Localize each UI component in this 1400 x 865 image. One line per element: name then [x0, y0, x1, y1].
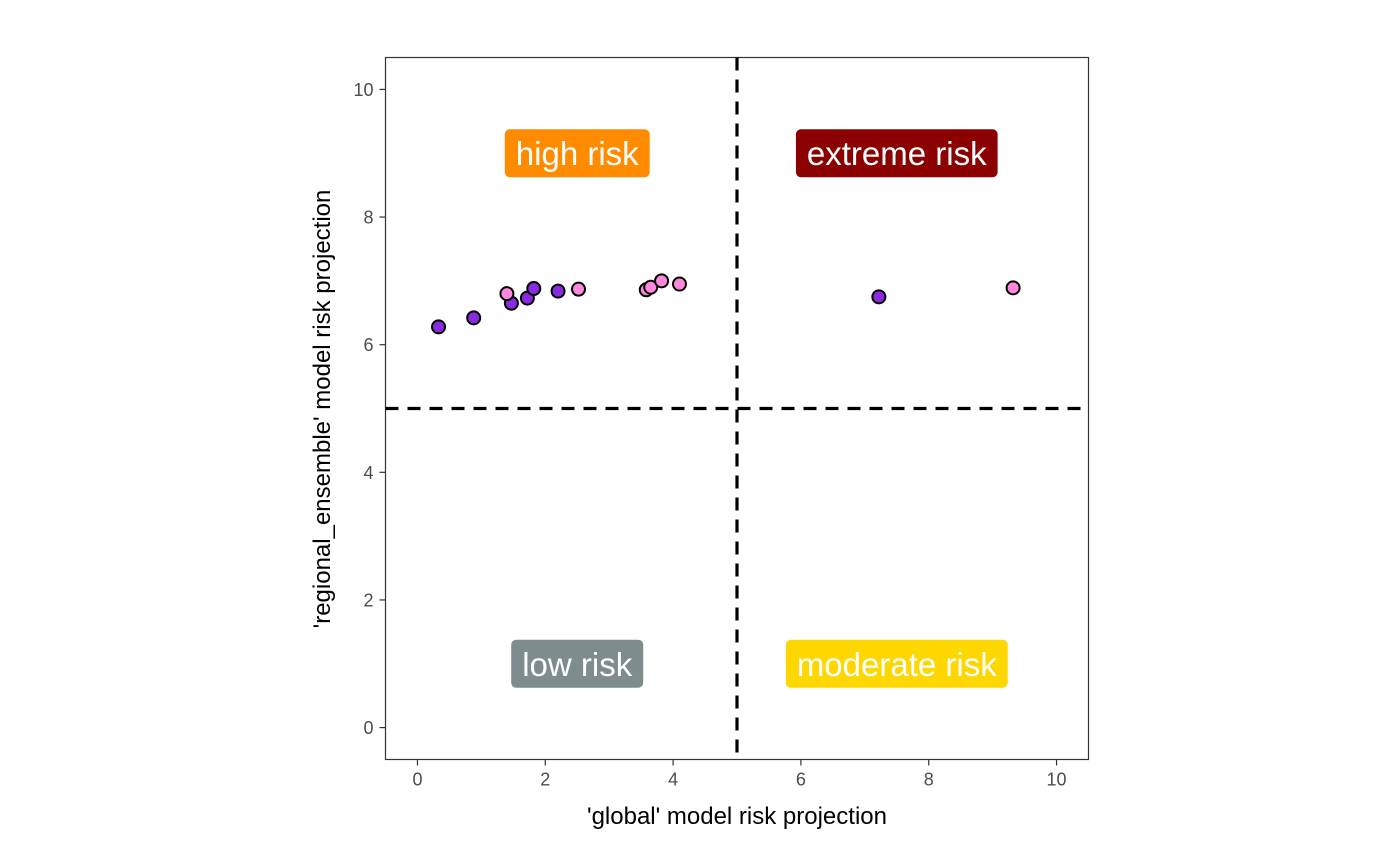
quadrant-label: high risk: [504, 129, 650, 178]
scatter-point: [431, 319, 447, 335]
scatter-point: [571, 281, 587, 297]
threshold-lines: [385, 57, 1089, 760]
quadrant-label-text: moderate risk: [797, 646, 997, 683]
scatter-point: [466, 310, 482, 326]
quadrant-label-text: high risk: [516, 135, 639, 172]
scatter-point: [654, 273, 670, 289]
y-tick-label: 8: [363, 208, 373, 228]
scatter-point: [671, 276, 687, 292]
quadrant-label-text: extreme risk: [807, 135, 987, 172]
x-tick-label: 0: [412, 770, 422, 790]
x-tick-label: 4: [668, 770, 678, 790]
y-tick-label: 2: [363, 590, 373, 610]
quadrant-labels: high risk extreme risk low risk moderate ri…: [504, 129, 1008, 688]
y-tick-label: 6: [363, 335, 373, 355]
quadrant-label-box: [795, 129, 998, 178]
x-axis: 0 2 4 6 8 10: [412, 759, 1067, 790]
quadrant-label: extreme risk: [795, 129, 998, 178]
x-tick-label: 10: [1047, 770, 1067, 790]
data-points: [431, 273, 1021, 335]
y-tick-label: 10: [353, 80, 373, 100]
quadrant-label: moderate risk: [785, 639, 1008, 688]
y-tick-label: 0: [363, 718, 373, 738]
quadrant-label-box: [511, 639, 644, 688]
x-axis-title: 'global' model risk projection: [587, 803, 887, 830]
quadrant-label: low risk: [511, 639, 644, 688]
quadrant-label-box: [785, 639, 1008, 688]
scatter-point: [643, 279, 659, 295]
y-tick-label: 4: [363, 463, 373, 483]
y-axis-title: 'regional_ensemble' model risk projectio…: [309, 190, 336, 629]
x-tick-label: 6: [796, 770, 806, 790]
scatter-point: [499, 286, 515, 302]
scatter-point: [550, 283, 566, 299]
x-tick-label: 2: [540, 770, 550, 790]
x-tick-label: 8: [924, 770, 934, 790]
scatter-point: [526, 281, 542, 297]
quadrant-label-text: low risk: [522, 646, 633, 683]
y-axis: 0 2 4 6 8 10: [353, 80, 386, 738]
scatter-point: [871, 289, 887, 305]
quadrant-label-box: [504, 129, 650, 178]
scatter-point: [1005, 280, 1021, 296]
